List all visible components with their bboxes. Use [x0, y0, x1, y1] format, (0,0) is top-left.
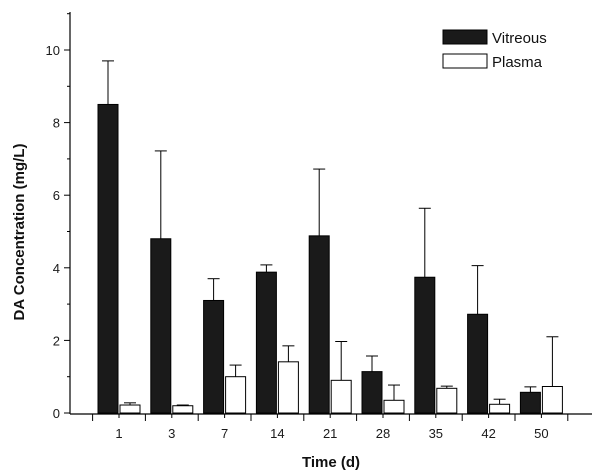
- x-ticks: 1 3 7 14 21 28 35 42 50: [92, 414, 569, 441]
- x-tick-label: 50: [534, 426, 548, 441]
- x-tick-label: 7: [221, 426, 228, 441]
- legend-label-vitreous: Vitreous: [492, 30, 547, 47]
- y-ticks: 0 2 4 6 8 10: [46, 13, 70, 421]
- y-tick-label: 2: [53, 333, 60, 348]
- plot-area: [97, 60, 563, 414]
- y-tick-label: 10: [46, 43, 60, 58]
- bar-vitreous: [203, 299, 225, 414]
- x-tick-label: 28: [376, 426, 390, 441]
- bar-plasma: [383, 399, 405, 414]
- y-tick-label: 4: [53, 261, 60, 276]
- bar-vitreous: [414, 276, 436, 414]
- bar-plasma: [119, 404, 141, 414]
- bar-plasma: [172, 405, 194, 414]
- bar-plasma: [489, 403, 511, 414]
- bar-vitreous: [255, 271, 277, 414]
- x-tick-label: 14: [270, 426, 284, 441]
- x-tick-label: 42: [481, 426, 495, 441]
- x-tick-label: 3: [168, 426, 175, 441]
- legend-label-plasma: Plasma: [492, 54, 543, 71]
- y-tick-label: 0: [53, 406, 60, 421]
- bar-plasma: [541, 386, 563, 414]
- bar-vitreous: [150, 238, 172, 414]
- bar-plasma: [277, 361, 299, 414]
- bar-vitreous: [308, 235, 330, 414]
- y-axis-title: DA Concentration (mg/L): [11, 144, 28, 321]
- legend-swatch-plasma: [442, 53, 488, 69]
- x-tick-label: 1: [115, 426, 122, 441]
- y-tick-label: 8: [53, 116, 60, 131]
- bar-vitreous: [467, 313, 489, 414]
- y-tick-label: 6: [53, 188, 60, 203]
- bar-vitreous: [361, 371, 383, 414]
- axes: [69, 12, 592, 415]
- bar-plasma: [225, 376, 247, 414]
- bar-vitreous: [97, 103, 119, 414]
- legend-swatch-vitreous: [442, 29, 488, 45]
- bar-vitreous: [519, 391, 541, 414]
- legend: Vitreous Plasma: [442, 29, 547, 71]
- x-tick-label: 21: [323, 426, 337, 441]
- x-tick-label: 35: [429, 426, 443, 441]
- x-axis-title: Time (d): [302, 454, 360, 471]
- bar-plasma: [436, 387, 458, 414]
- bar-plasma: [330, 379, 352, 414]
